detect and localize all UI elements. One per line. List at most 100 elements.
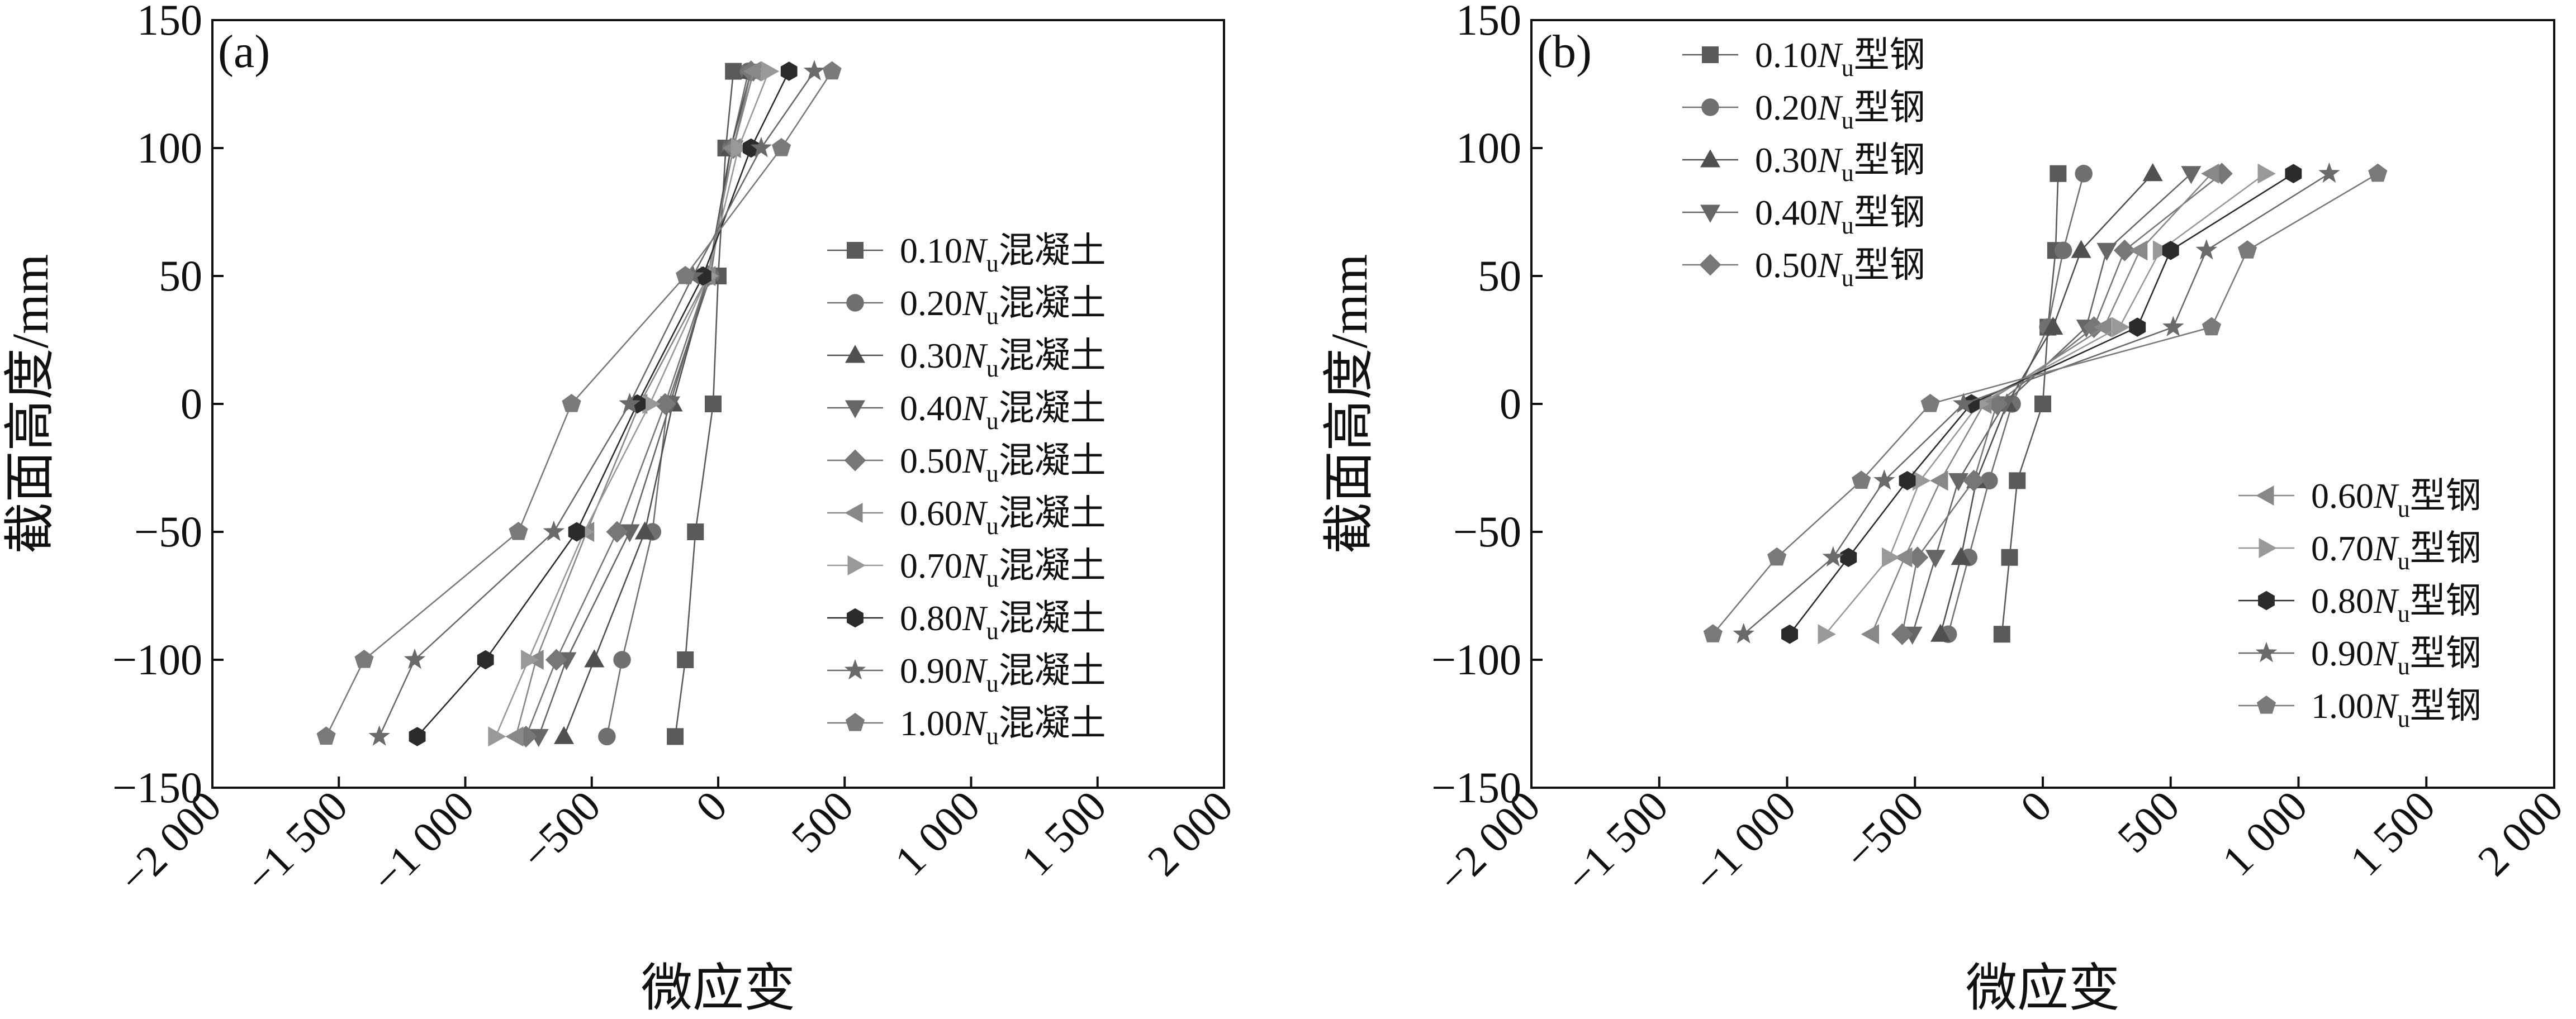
- data-point: [488, 726, 506, 747]
- data-point: [354, 650, 374, 668]
- data-point: [634, 521, 655, 540]
- data-point: [1952, 392, 1975, 413]
- data-point: [642, 394, 661, 414]
- x-tick-label: 500: [782, 782, 862, 862]
- data-point: [562, 394, 581, 412]
- series-line: [378, 70, 815, 737]
- data-point: [368, 725, 390, 746]
- y-axis-title: 截面高度/mm: [1321, 254, 1378, 554]
- data-point: [409, 727, 426, 746]
- data-point: [725, 63, 742, 80]
- legend-item: 0.10Nu型钢: [1682, 35, 1925, 82]
- data-point: [1703, 624, 1723, 642]
- series-4: [1902, 166, 2202, 645]
- series-9: [1733, 162, 2340, 644]
- data-point: [1891, 623, 1913, 645]
- legend-label: 1.00Nu型钢: [2311, 686, 2482, 732]
- legend-label: 0.70Nu型钢: [2311, 528, 2482, 575]
- series-line: [674, 71, 734, 737]
- legend-label: 0.50Nu混凝土: [900, 441, 1106, 487]
- data-point: [2257, 163, 2276, 184]
- x-tick-label: 2 000: [1138, 782, 1242, 885]
- data-point: [2162, 241, 2179, 260]
- legend-label: 0.40Nu型钢: [1755, 193, 1925, 239]
- data-point: [1951, 547, 1971, 565]
- legend-marker: [845, 345, 865, 363]
- data-point: [1912, 470, 1931, 491]
- chart-panel-a: −2 000 −1 500 −1 000 −500 0 500 1 000 1 500 2 00…: [2, 0, 1242, 1017]
- data-point: [2094, 317, 2112, 337]
- legend-item: 0.20Nu型钢: [1682, 88, 1925, 134]
- data-point: [1993, 626, 2010, 643]
- legend-marker: [2256, 485, 2274, 506]
- legend-label: 0.10Nu型钢: [1755, 35, 1925, 82]
- data-point: [2285, 164, 2302, 183]
- x-axis-title: 微应变: [1966, 960, 2120, 1017]
- legend-marker: [1702, 46, 1719, 63]
- y-tick-label: 50: [1478, 251, 1521, 300]
- legend-label: 0.80Nu混凝土: [900, 598, 1106, 645]
- data-point: [761, 61, 780, 82]
- data-point: [1980, 472, 1998, 490]
- data-point: [505, 726, 524, 747]
- data-point: [2201, 163, 2219, 184]
- data-point: [1840, 547, 1857, 567]
- data-point: [772, 138, 791, 156]
- data-point: [2034, 396, 2051, 412]
- data-point: [2054, 241, 2072, 259]
- legend-label: 0.10Nu混凝土: [900, 231, 1106, 277]
- y-tick-label: 150: [137, 0, 202, 44]
- legend-label: 0.90Nu混凝土: [900, 651, 1106, 697]
- data-point: [2096, 242, 2117, 261]
- y-tick-label: 50: [159, 251, 202, 300]
- x-tick-label: −1 500: [1556, 782, 1677, 903]
- legend-item: 0.90Nu型钢: [2238, 634, 2482, 680]
- data-point: [543, 520, 565, 541]
- data-point: [803, 60, 826, 80]
- data-point: [2162, 316, 2184, 336]
- legend: 0.10Nu型钢 0.20Nu型钢 0.30Nu型钢 0.40Nu型钢 0.50Nu型钢: [1682, 35, 1925, 292]
- legend-marker: [1701, 98, 1719, 116]
- legend-item: 0.20Nu混凝土: [827, 283, 1106, 330]
- y-tick-label: −100: [112, 635, 202, 684]
- legend-marker: [845, 503, 863, 523]
- data-point: [2050, 165, 2067, 182]
- data-point: [606, 521, 628, 543]
- data-point: [1861, 624, 1879, 645]
- legend-label: 0.80Nu型钢: [2311, 581, 2482, 627]
- legend-marker: [1700, 204, 1720, 223]
- data-point: [1873, 469, 1895, 490]
- legend-item: 0.70Nu混凝土: [827, 546, 1106, 592]
- data-point: [568, 522, 585, 542]
- legend-item: 0.40Nu型钢: [1682, 193, 1925, 239]
- x-tick-label: 500: [2108, 782, 2189, 862]
- data-point: [750, 136, 772, 158]
- legend-item: 0.40Nu混凝土: [827, 388, 1106, 435]
- data-point: [1767, 547, 1787, 566]
- data-point: [584, 649, 605, 668]
- x-tick-label: −1 000: [362, 782, 483, 903]
- legend: 0.60Nu型钢 0.70Nu型钢 0.80Nu型钢 0.90Nu型钢 1.00Nu型钢: [2238, 476, 2482, 732]
- legend-label: 1.00Nu混凝土: [900, 703, 1106, 750]
- legend-marker: [846, 294, 864, 312]
- data-point: [477, 650, 494, 670]
- legend-label: 0.60Nu型钢: [2311, 476, 2482, 522]
- x-tick-label: 1 000: [885, 782, 989, 885]
- legend-item: 0.60Nu混凝土: [827, 493, 1106, 540]
- legend-item: 0.50Nu混凝土: [827, 441, 1106, 487]
- data-point: [2071, 240, 2091, 258]
- data-point: [2112, 317, 2130, 337]
- data-point: [598, 727, 616, 746]
- y-tick-label: 0: [1500, 379, 1521, 428]
- data-point: [667, 728, 684, 745]
- data-point: [1822, 546, 1844, 567]
- y-tick-label: −50: [134, 507, 202, 556]
- data-point: [2043, 316, 2063, 335]
- legend-item: 0.90Nu混凝土: [827, 651, 1106, 697]
- x-tick-label: −1 000: [1684, 782, 1805, 903]
- legend-marker: [844, 449, 866, 472]
- legend-label: 0.30Nu型钢: [1755, 140, 1925, 187]
- data-point: [677, 651, 694, 668]
- data-point: [1852, 470, 1871, 489]
